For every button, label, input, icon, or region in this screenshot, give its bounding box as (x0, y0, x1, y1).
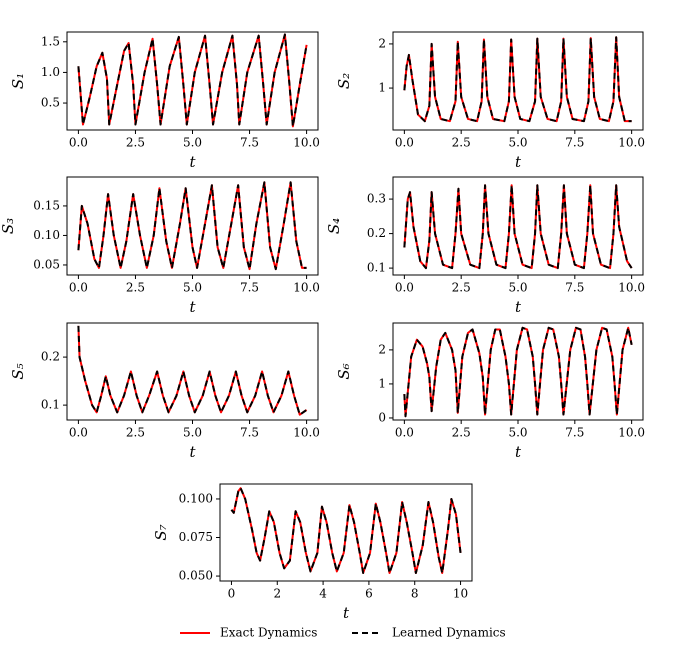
series-line (77, 181, 307, 271)
x-tick-label: 5.0 (183, 281, 202, 295)
x-tick-label: 10.0 (293, 281, 320, 295)
y-tick-label: 0.050 (179, 569, 213, 583)
series-line (403, 184, 633, 270)
x-tick-label: 2 (273, 587, 281, 601)
y-tick-label: 0.05 (33, 257, 60, 271)
x-tick-label: 10 (453, 587, 468, 601)
x-tick-label: 0.0 (395, 281, 414, 295)
series-line (403, 326, 633, 418)
x-tick-label: 10.0 (618, 281, 645, 295)
y-axis-label: S₇ (152, 524, 170, 540)
x-tick-label: 0 (228, 587, 236, 601)
x-tick-label: 0.0 (69, 426, 88, 440)
y-tick-label: 0.100 (179, 491, 213, 505)
series-line (230, 487, 462, 574)
x-tick-label: 2.5 (452, 281, 471, 295)
x-axis-label: t (189, 298, 196, 316)
series-line (403, 184, 633, 270)
x-tick-label: 2.5 (452, 136, 471, 150)
y-tick-label: 0.5 (41, 96, 60, 110)
x-tick-label: 4 (319, 587, 327, 601)
x-tick-label: 10.0 (618, 426, 645, 440)
x-tick-label: 8 (411, 587, 419, 601)
x-tick-label: 5.0 (508, 281, 527, 295)
y-axis-label: S₄ (325, 218, 343, 234)
x-tick-label: 5.0 (183, 426, 202, 440)
y-tick-label: 1.0 (41, 65, 60, 79)
x-tick-label: 2.5 (452, 426, 471, 440)
y-tick-label: 0.1 (367, 261, 386, 275)
y-tick-label: 0.3 (367, 192, 386, 206)
x-axis-label: t (515, 298, 522, 316)
x-tick-label: 5.0 (508, 426, 527, 440)
y-tick-label: 2 (378, 36, 386, 50)
x-tick-label: 0.0 (395, 136, 414, 150)
y-tick-label: 0.2 (367, 226, 386, 240)
x-axis-label: t (515, 153, 522, 171)
x-tick-label: 0.0 (69, 281, 88, 295)
x-tick-label: 7.5 (240, 426, 259, 440)
series-line (77, 33, 308, 128)
series-line (77, 33, 308, 128)
legend-label: Learned Dynamics (392, 626, 506, 640)
x-axis-label: t (189, 153, 196, 171)
x-tick-label: 2.5 (126, 136, 145, 150)
y-tick-label: 0 (378, 410, 386, 424)
x-tick-label: 2.5 (126, 426, 145, 440)
x-axis-label: t (343, 604, 350, 622)
x-tick-label: 0.0 (69, 136, 88, 150)
x-tick-label: 10.0 (293, 136, 320, 150)
x-axis-label: t (515, 443, 522, 461)
x-tick-label: 5.0 (183, 136, 202, 150)
y-tick-label: 1 (378, 376, 386, 390)
y-tick-label: 0.1 (41, 398, 60, 412)
y-axis-label: S₆ (335, 363, 353, 379)
x-tick-label: 10.0 (293, 426, 320, 440)
y-axis-label: S₅ (9, 363, 27, 379)
x-tick-label: 0.0 (395, 426, 414, 440)
legend-label: Exact Dynamics (220, 626, 317, 640)
x-tick-label: 7.5 (565, 426, 584, 440)
x-tick-label: 7.5 (565, 281, 584, 295)
y-tick-label: 0.075 (179, 530, 213, 544)
y-tick-label: 0.15 (33, 198, 60, 212)
y-axis-label: S₃ (0, 218, 17, 234)
x-tick-label: 7.5 (240, 281, 259, 295)
y-axis-label: S₁ (9, 73, 27, 89)
x-tick-label: 6 (365, 587, 373, 601)
y-tick-label: 1.5 (41, 34, 60, 48)
y-axis-label: S₂ (335, 73, 353, 89)
series-line (403, 36, 632, 123)
x-tick-label: 10.0 (618, 136, 645, 150)
series-line (77, 325, 308, 416)
y-tick-label: 2 (378, 342, 386, 356)
series-line (403, 326, 633, 418)
x-tick-label: 2.5 (126, 281, 145, 295)
x-tick-label: 7.5 (240, 136, 259, 150)
y-tick-label: 0.2 (41, 350, 60, 364)
y-tick-label: 0.10 (33, 228, 60, 242)
x-axis-label: t (189, 443, 196, 461)
axes-frame (219, 483, 473, 582)
y-tick-label: 1 (378, 81, 386, 95)
x-tick-label: 7.5 (565, 136, 584, 150)
x-tick-label: 5.0 (508, 136, 527, 150)
